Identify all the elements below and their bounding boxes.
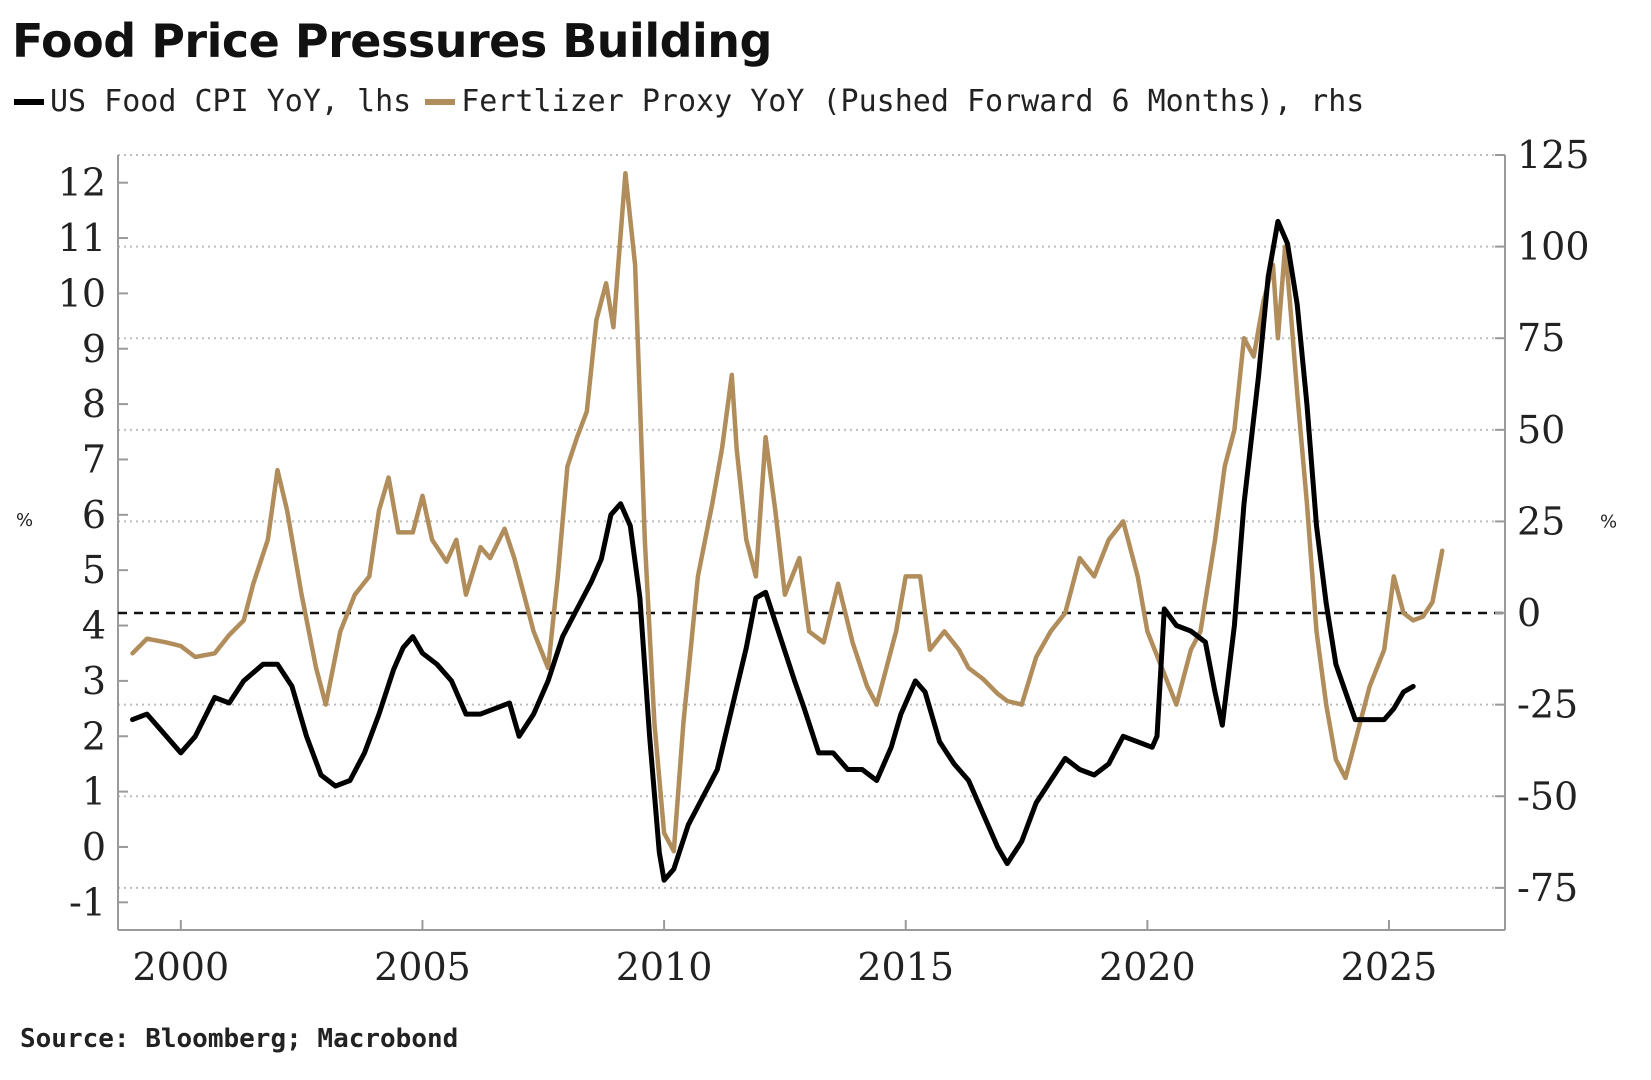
left-tick-label: -1: [69, 880, 106, 924]
right-unit-label: %: [1600, 511, 1617, 532]
chart-title: Food Price Pressures Building: [12, 14, 772, 68]
left-tick-label: 7: [82, 437, 106, 481]
left-tick-label: 9: [82, 327, 106, 371]
legend: US Food CPI YoY, lhs Fertlizer Proxy YoY…: [14, 84, 1378, 119]
left-tick-label: 3: [82, 659, 106, 703]
x-tick-label: 2025: [1341, 945, 1438, 989]
left-tick-label: 4: [82, 604, 106, 648]
source-note: Source: Bloomberg; Macrobond: [20, 1024, 459, 1054]
left-tick-label: 10: [58, 271, 106, 315]
left-tick-label: 6: [82, 493, 106, 537]
right-tick-label: -25: [1517, 683, 1578, 727]
legend-swatch-fertilizer: [425, 98, 456, 105]
left-unit-label: %: [16, 510, 33, 531]
left-tick-label: 12: [58, 161, 106, 205]
left-tick-label: 5: [82, 548, 106, 592]
legend-item-food-cpi: US Food CPI YoY, lhs: [14, 84, 411, 119]
right-tick-label: 125: [1517, 133, 1590, 177]
right-tick-label: 75: [1517, 316, 1565, 360]
left-tick-label: 11: [58, 216, 106, 260]
legend-item-fertilizer: Fertlizer Proxy YoY (Pushed Forward 6 Mo…: [425, 84, 1364, 119]
x-tick-label: 2000: [132, 945, 229, 989]
right-tick-label: -50: [1517, 774, 1578, 818]
right-tick-label: 50: [1517, 408, 1565, 452]
x-tick-label: 2020: [1099, 945, 1196, 989]
left-tick-label: 1: [82, 770, 106, 814]
series-line-food-cpi: [130, 218, 1416, 883]
x-tick-label: 2005: [374, 945, 471, 989]
x-tick-label: 2015: [857, 945, 954, 989]
x-tick-label: 2010: [616, 945, 713, 989]
left-tick-label: 2: [82, 714, 106, 758]
left-tick-label: 0: [82, 825, 106, 869]
legend-label-food-cpi: US Food CPI YoY, lhs: [50, 84, 412, 119]
right-tick-label: 100: [1517, 225, 1590, 269]
right-tick-label: -75: [1517, 866, 1578, 910]
legend-swatch-food-cpi: [14, 98, 44, 105]
right-tick-label: 25: [1517, 499, 1565, 543]
right-tick-label: 0: [1517, 591, 1541, 635]
left-tick-label: 8: [82, 382, 106, 426]
legend-label-fertilizer: Fertlizer Proxy YoY (Pushed Forward 6 Mo…: [461, 84, 1365, 119]
